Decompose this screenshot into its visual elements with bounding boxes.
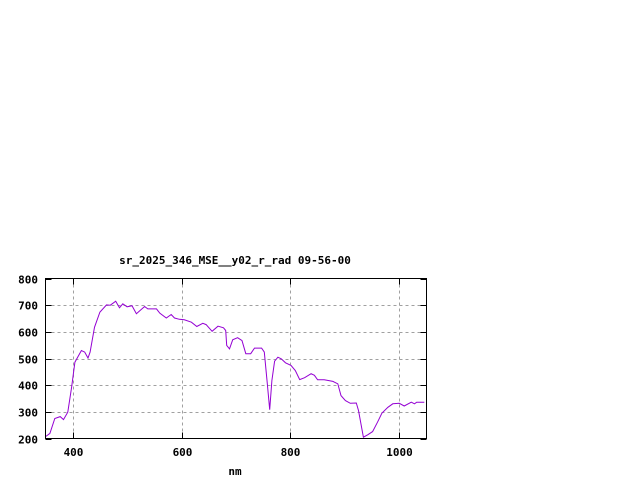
x-tick-label: 800 [281,446,301,459]
y-tick-label: 600 [18,327,38,340]
plot-border [45,278,427,439]
y-tick-label: 200 [18,434,38,447]
y-tick-label: 300 [18,407,38,420]
x-tick-label: 1000 [386,446,413,459]
chart-title: sr_2025_346_MSE__y02_r_rad 09-56-00 [119,254,351,267]
y-tick-label: 400 [18,380,38,393]
y-tick-label: 500 [18,354,38,367]
x-axis-label: nm [228,465,242,478]
x-tick-label: 400 [64,446,84,459]
y-tick-label: 800 [18,274,38,287]
axis-ticks: 400 600 800 1000 200 300 400 500 600 700 800 [18,274,427,459]
y-tick-label: 700 [18,300,38,313]
grid [45,278,427,439]
series-line [45,300,425,438]
x-tick-label: 600 [173,446,193,459]
